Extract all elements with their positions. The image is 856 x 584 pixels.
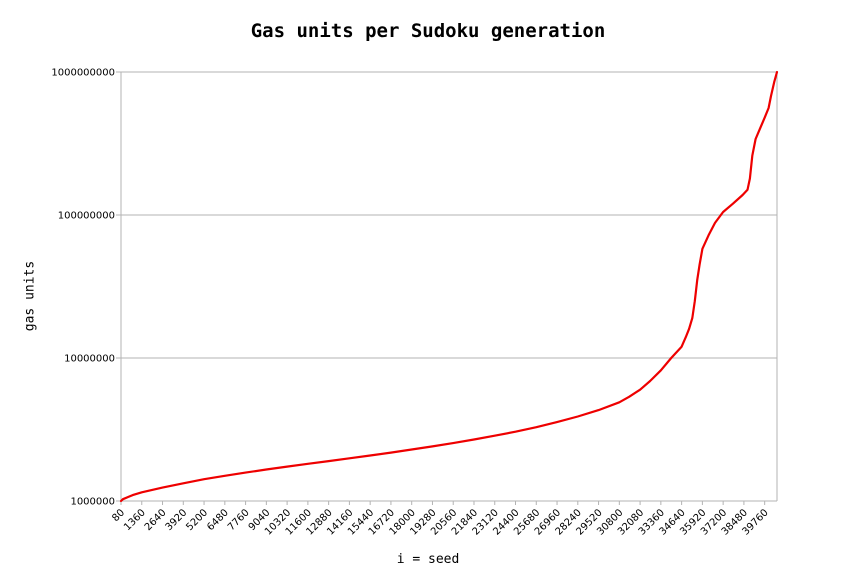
y-axis-label: gas units: [22, 260, 38, 332]
series-line: [119, 70, 779, 503]
x-tick-label: 6480: [205, 507, 231, 533]
y-tick-label: 100000000: [58, 211, 115, 222]
y-tick-labels: 1000000 10000000 100000000 1000000000: [51, 68, 115, 508]
axis-layer: [116, 71, 778, 505]
x-tick-labels: 8013602640392052006480776090401032011600…: [110, 507, 770, 537]
x-tick-label: 5200: [184, 507, 210, 533]
x-axis-label: i = seed: [396, 552, 460, 567]
x-tick-label: 1360: [122, 507, 148, 533]
grid-layer: [121, 71, 777, 502]
y-tick-label: 1000000000: [51, 68, 115, 79]
x-tick-label: 7760: [226, 507, 252, 533]
x-tick-label: 3920: [164, 507, 190, 533]
series-layer: [119, 70, 779, 503]
x-tick-label: 2640: [143, 507, 169, 533]
y-tick-label: 1000000: [70, 497, 115, 508]
chart-title: Gas units per Sudoku generation: [250, 20, 606, 42]
y-tick-label: 10000000: [64, 354, 115, 365]
